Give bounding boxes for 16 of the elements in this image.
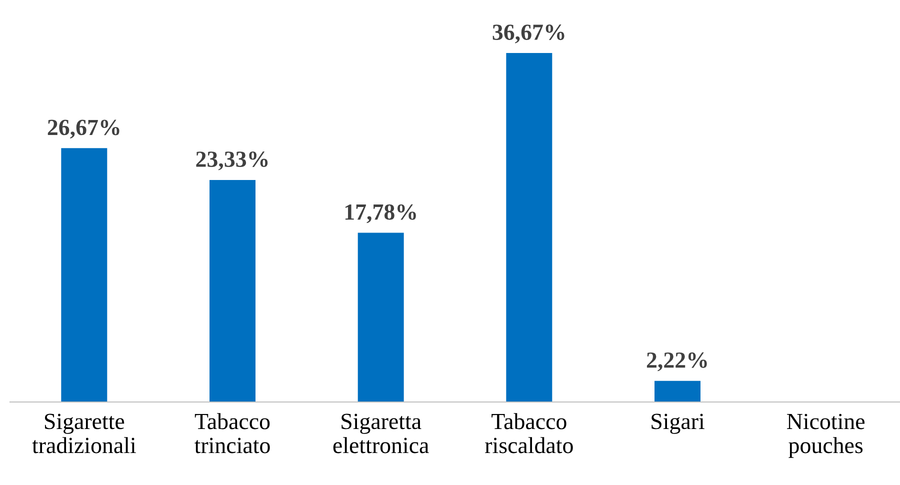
x-tick-label: Tabacco riscaldato xyxy=(485,413,573,454)
bar xyxy=(210,180,256,402)
x-tick-label: Sigari xyxy=(652,414,704,434)
data-label: 2,22% xyxy=(646,352,707,372)
x-tick-label: Sigarette tradizionali xyxy=(32,414,136,454)
bar xyxy=(654,380,700,402)
data-label: 36,67% xyxy=(492,24,564,44)
x-tick-label: Sigaretta elettronica xyxy=(333,414,429,454)
bar xyxy=(506,53,552,402)
data-label: 17,78% xyxy=(345,204,416,224)
data-label: 23,33% xyxy=(196,152,268,170)
bar xyxy=(61,148,108,402)
bar xyxy=(358,232,404,402)
x-tick-label: Nicotine pouches xyxy=(787,414,864,458)
x-tick-label: Tabacco trinciato xyxy=(194,413,270,454)
data-label: 26,67% xyxy=(48,120,120,139)
